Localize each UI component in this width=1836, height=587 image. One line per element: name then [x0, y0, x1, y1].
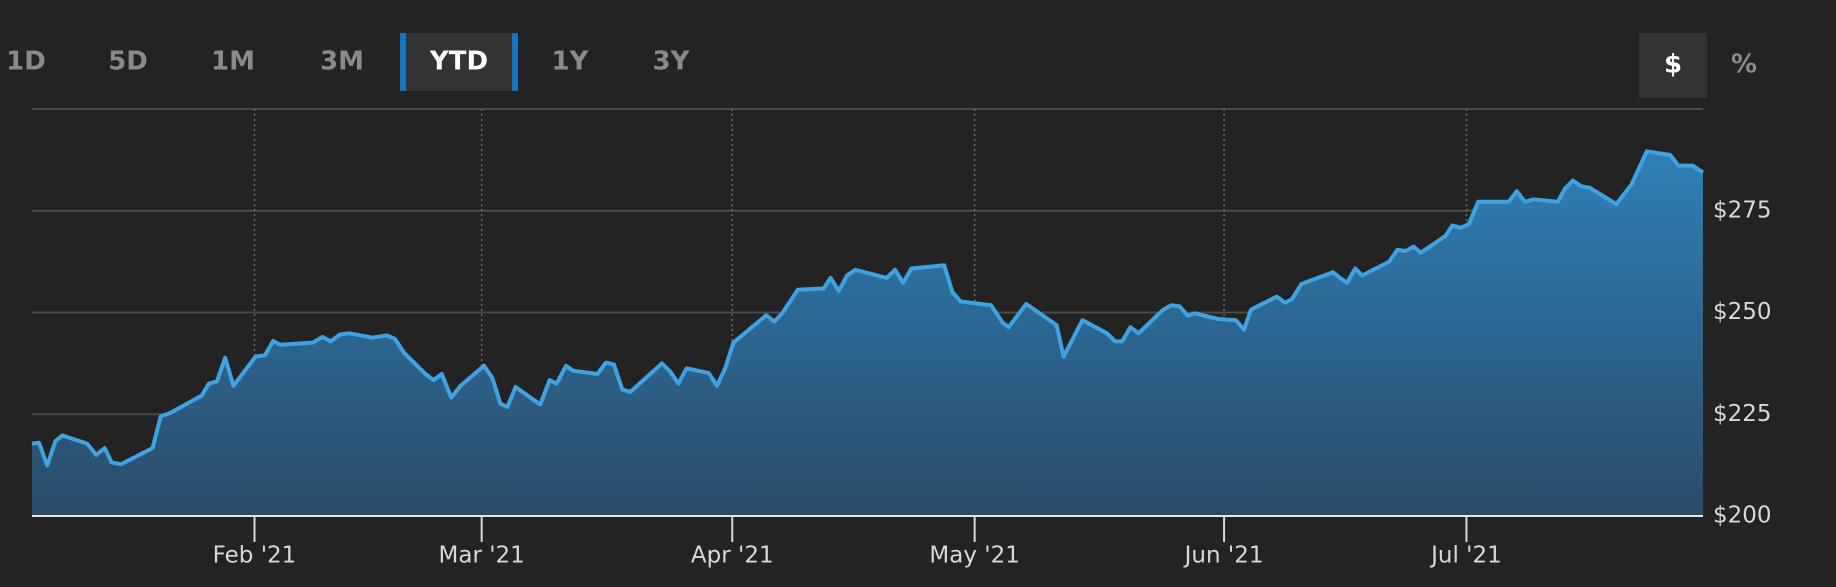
range-tab[interactable]: YTD: [429, 47, 488, 77]
tab-selected-edge: [512, 33, 518, 91]
y-tick-label: $275: [1713, 197, 1772, 223]
range-tab[interactable]: 1M: [211, 47, 255, 77]
area-fill: [32, 151, 1703, 517]
x-tick-label: Feb '21: [213, 543, 297, 569]
tab-selected-bg: [402, 33, 516, 91]
x-tick-label: Mar '21: [439, 543, 525, 569]
toolbar: 1D 5D 1M 3M YTD 1Y 3Y $%: [6, 33, 1757, 98]
x-tick-label: Apr '21: [691, 543, 774, 569]
range-tab[interactable]: 3M: [320, 47, 364, 77]
range-tab[interactable]: 3Y: [653, 47, 691, 77]
x-tick-label: Jun '21: [1183, 543, 1264, 569]
unit-toggle[interactable]: %: [1731, 50, 1757, 80]
y-tick-label: $200: [1713, 503, 1772, 529]
y-tick-label: $225: [1713, 401, 1772, 427]
range-tab[interactable]: 1D: [6, 47, 46, 77]
plot-area: $200 $225 $250 $275 Feb '21 Mar '21 Apr '21 May…: [31, 108, 1772, 569]
unit-selected-bg: [1639, 33, 1707, 98]
range-tab[interactable]: 1Y: [552, 47, 590, 77]
unit-toggle[interactable]: $: [1664, 50, 1682, 80]
x-tick-label: Jul '21: [1429, 543, 1502, 569]
price-line: [31, 149, 1705, 468]
tab-selected-edge: [400, 33, 406, 91]
x-tick-label: May '21: [929, 543, 1019, 569]
range-tab[interactable]: 5D: [108, 47, 148, 77]
y-tick-label: $250: [1713, 299, 1772, 325]
